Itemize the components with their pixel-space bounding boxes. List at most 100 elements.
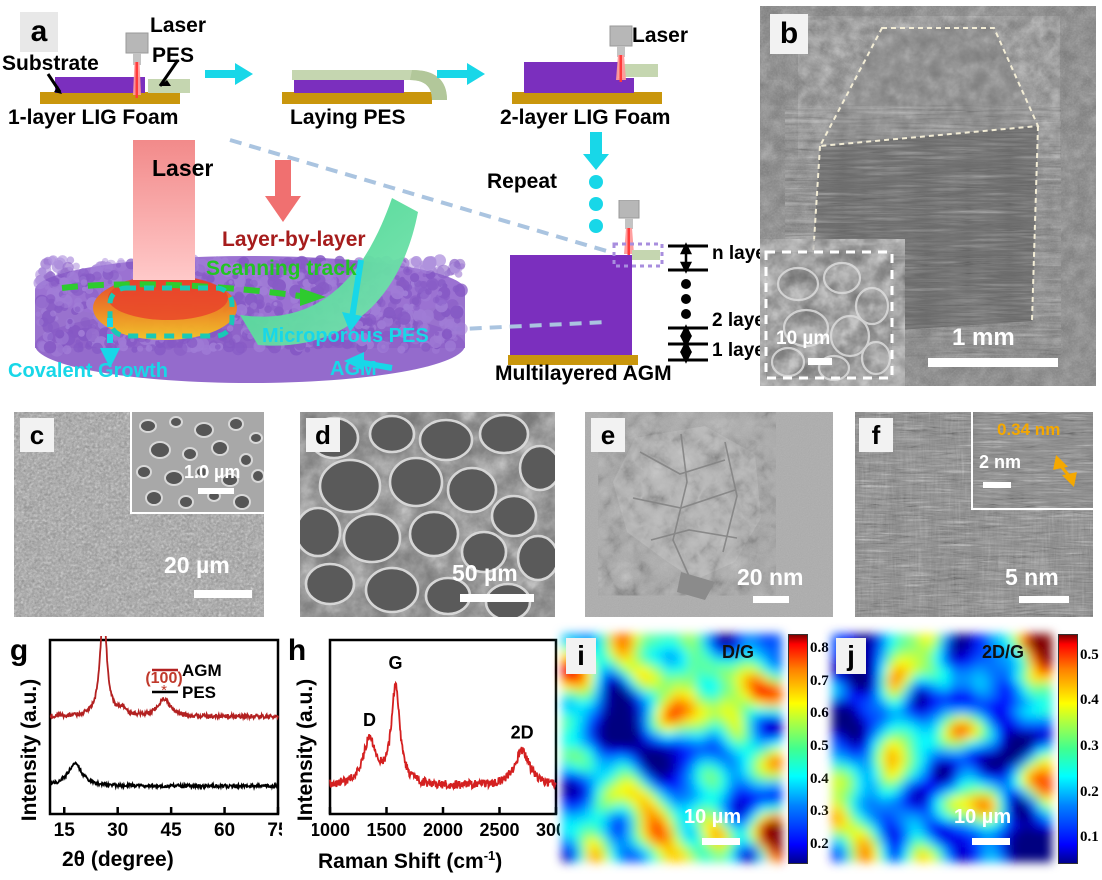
panel-d-sem-image: d 50 µm <box>300 412 555 617</box>
colorbar-tick-label: 0.7 <box>810 672 829 689</box>
panel-g-xlabel: 2θ (degree) <box>62 848 174 871</box>
panel-letter-d: d <box>306 418 340 452</box>
panel-j-colorbar-ticks: 0.5 0.4 0.3 0.2 0.1 <box>1080 634 1102 862</box>
panel-letter-a: a <box>20 12 58 52</box>
colorbar-tick-label: 0.4 <box>810 770 829 787</box>
panel-i-colorbar-ticks: 0.8 0.7 0.6 0.5 0.4 0.3 0.2 <box>810 634 844 862</box>
panel-f-inset-scalebar <box>983 482 1011 488</box>
panel-d-scalebar <box>460 594 534 602</box>
panel-letter-c: c <box>20 418 54 452</box>
label-agm: AGM <box>330 358 377 380</box>
caption-final: Multilayered AGM <box>495 362 672 385</box>
panel-b-inset-scalebar <box>808 358 832 365</box>
panel-f-inset: 0.34 nm 2 nm <box>971 412 1093 510</box>
svg-text:*: * <box>161 682 167 699</box>
svg-text:(100): (100) <box>145 670 182 687</box>
repeat-dots <box>589 175 603 233</box>
panel-j-colorbar <box>1058 634 1078 864</box>
panel-b-inset-scalebar-text: 10 µm <box>776 328 831 349</box>
svg-text:75: 75 <box>267 820 282 841</box>
colorbar-tick-label: 0.2 <box>810 835 829 852</box>
panel-c-inset-scalebar-text: 1.0 µm <box>184 462 241 482</box>
panel-i-raman-map: i D/G 10 µm 0.8 0.7 0.6 0.5 0.4 0.3 0.2 <box>562 634 830 874</box>
svg-text:2500: 2500 <box>479 820 519 840</box>
panel-f-hrtem-image: 0.34 nm 2 nm f 5 nm <box>855 412 1093 617</box>
panel-b-scalebar <box>928 358 1058 367</box>
panel-b-sem-image: b 10 µm 1 mm <box>760 6 1096 386</box>
panel-i-map-label: D/G <box>722 642 755 662</box>
svg-text:PES: PES <box>182 683 216 702</box>
panel-i-colorbar <box>788 634 808 864</box>
panel-e-scalebar <box>753 596 789 603</box>
panel-f-inset-scalebar-text: 2 nm <box>979 452 1022 472</box>
svg-text:30: 30 <box>107 820 128 841</box>
svg-text:3000: 3000 <box>536 820 560 840</box>
label-laser-step3: Laser <box>632 24 689 47</box>
svg-text:1000: 1000 <box>312 820 350 840</box>
panel-i-scalebar <box>702 838 740 845</box>
foam-zoom-illustration <box>33 140 468 383</box>
panel-f-scalebar <box>1019 596 1069 603</box>
label-1-layer: 1 layer <box>712 340 773 361</box>
colorbar-tick-label: 0.6 <box>810 705 829 722</box>
panel-c-scalebar-text: 20 µm <box>164 552 230 578</box>
panel-h-raman-chart: h Intensity (a.u.) 10001500200025003000D… <box>278 630 563 880</box>
step2-diagram <box>282 70 447 104</box>
panel-j-heatmap <box>832 634 1052 862</box>
step1-diagram <box>40 32 190 104</box>
panel-letter-j: j <box>836 638 866 674</box>
colorbar-tick-label: 0.3 <box>810 803 829 820</box>
panel-b-scalebar-text: 1 mm <box>952 324 1015 351</box>
panel-i-heatmap <box>562 634 782 862</box>
label-n-layer: n layer <box>712 243 774 264</box>
panel-f-scalebar-text: 5 nm <box>1005 564 1059 590</box>
colorbar-tick-label: 0.3 <box>1080 738 1099 754</box>
panel-letter-f: f <box>859 418 893 452</box>
label-repeat: Repeat <box>487 170 558 193</box>
label-pes-step1: PES <box>152 44 195 67</box>
panel-h-xlabel: Raman Shift (cm-1) <box>318 848 502 874</box>
panel-e-tem-image: e 20 nm <box>585 412 833 617</box>
panel-letter-b: b <box>770 14 808 54</box>
panel-j-map-label: 2D/G <box>982 642 1025 662</box>
panel-g-xrd-chart: g Intensity (a.u.) 1530456075(002)*(100)… <box>0 630 282 880</box>
panel-h-xlabel-text: Raman Shift (cm-1) <box>318 848 503 873</box>
panel-d-scalebar-text: 50 µm <box>452 560 518 586</box>
caption-step1: 1-layer LIG Foam <box>8 106 179 129</box>
arrow-cyan-1 <box>205 63 253 85</box>
svg-text:1500: 1500 <box>366 820 406 840</box>
svg-text:15: 15 <box>54 820 76 841</box>
panel-c-sem-image: 1.0 µm c 20 µm <box>14 412 264 617</box>
label-laser-step1: Laser <box>150 14 207 37</box>
panel-letter-i: i <box>566 638 596 674</box>
final-stack-diagram <box>508 200 708 365</box>
label-substrate: Substrate <box>2 52 99 75</box>
colorbar-tick-label: 0.1 <box>1080 829 1099 846</box>
panel-letter-e: e <box>591 418 625 452</box>
caption-step2: Laying PES <box>290 106 406 129</box>
svg-text:45: 45 <box>161 820 183 841</box>
panel-j-scalebar <box>972 838 1010 845</box>
label-scanning-track: Scanning track <box>206 257 357 280</box>
svg-text:60: 60 <box>214 820 235 841</box>
label-microporous-pes: Microporous PES <box>262 325 429 347</box>
svg-text:AGM: AGM <box>182 661 222 680</box>
label-layer-by-layer: Layer-by-layer <box>222 228 366 251</box>
panel-f-inset-annotation: 0.34 nm <box>997 420 1061 439</box>
svg-text:2D: 2D <box>511 722 534 742</box>
panel-c-inset-scalebar <box>198 488 234 494</box>
svg-text:2000: 2000 <box>423 820 463 840</box>
panel-letter-g: g <box>9 634 29 667</box>
caption-step3: 2-layer LIG Foam <box>500 106 671 129</box>
panel-j-raman-map: j 2D/G 10 µm 0.5 0.4 0.3 0.2 0.1 <box>832 634 1100 874</box>
arrow-cyan-2 <box>437 63 485 85</box>
colorbar-tick-label: 0.8 <box>810 640 829 657</box>
colorbar-tick-label: 0.5 <box>1080 646 1099 663</box>
panel-i-scalebar-text: 10 µm <box>684 806 742 828</box>
colorbar-tick-label: 0.2 <box>1080 783 1099 800</box>
colorbar-tick-label: 0.4 <box>1080 692 1099 709</box>
panel-a-schematic: a Laser PES Substrate 1-layer LIG Foam L <box>0 0 773 398</box>
panel-letter-h: h <box>287 634 307 667</box>
panel-c-scalebar <box>194 590 252 598</box>
